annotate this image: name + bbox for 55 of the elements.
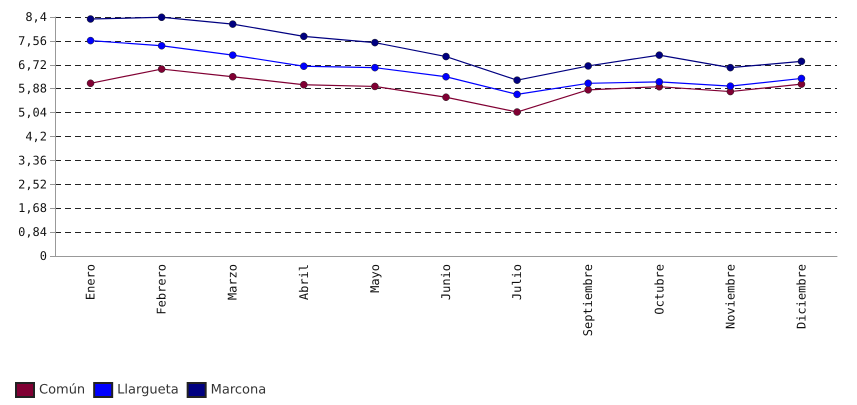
point <box>584 80 592 88</box>
point <box>798 74 806 82</box>
legend-label: Marcona <box>210 382 266 398</box>
y-tick-label: 1,68 <box>18 201 47 216</box>
legend-label: Común <box>39 382 86 398</box>
point <box>86 36 94 44</box>
point <box>371 38 379 46</box>
y-tick-label: 0 <box>40 249 47 263</box>
point <box>86 80 94 88</box>
point <box>442 52 450 60</box>
legend-label: Llargueta <box>117 382 179 398</box>
point <box>300 62 308 70</box>
point <box>86 15 94 23</box>
point <box>371 82 379 90</box>
x-tick-label: Septiembre <box>581 264 596 336</box>
x-tick-label: Noviembre <box>723 264 738 330</box>
point <box>656 78 664 86</box>
point <box>442 73 450 80</box>
point <box>158 65 166 73</box>
y-tick-label: 4,2 <box>25 130 47 144</box>
y-tick-label: 5,88 <box>18 82 47 96</box>
point <box>513 90 521 98</box>
point <box>158 42 166 50</box>
x-tick-label: Mayo <box>368 264 382 293</box>
point <box>228 51 236 59</box>
point <box>158 14 166 22</box>
point <box>513 76 521 84</box>
y-tick-label: 0,84 <box>18 225 47 240</box>
point <box>656 51 664 59</box>
point <box>726 64 734 72</box>
point <box>513 108 521 116</box>
x-tick-label: Junio <box>439 264 453 300</box>
point <box>798 58 806 66</box>
point <box>371 64 379 72</box>
point <box>300 32 308 40</box>
point <box>584 86 592 94</box>
y-tick-label: 8,4 <box>25 10 47 24</box>
x-tick-label: Diciembre <box>794 264 808 330</box>
y-tick-label: 7,56 <box>18 34 47 48</box>
x-tick-label: Marzo <box>226 264 240 300</box>
point <box>726 82 734 90</box>
point <box>228 20 236 28</box>
point <box>442 93 450 101</box>
x-tick-label: Enero <box>84 264 98 300</box>
point <box>300 80 308 88</box>
x-tick-label: Febrero <box>154 264 169 315</box>
y-tick-label: 6,72 <box>18 58 47 72</box>
y-tick-label: 3,36 <box>18 153 47 168</box>
point <box>584 62 592 70</box>
x-tick-label: Abril <box>296 264 311 300</box>
x-tick-label: Julio <box>510 264 524 300</box>
y-tick-label: 5,04 <box>18 106 47 120</box>
point <box>228 73 236 80</box>
x-tick-label: Octubre <box>652 264 666 315</box>
y-tick-label: 2,52 <box>18 177 47 192</box>
